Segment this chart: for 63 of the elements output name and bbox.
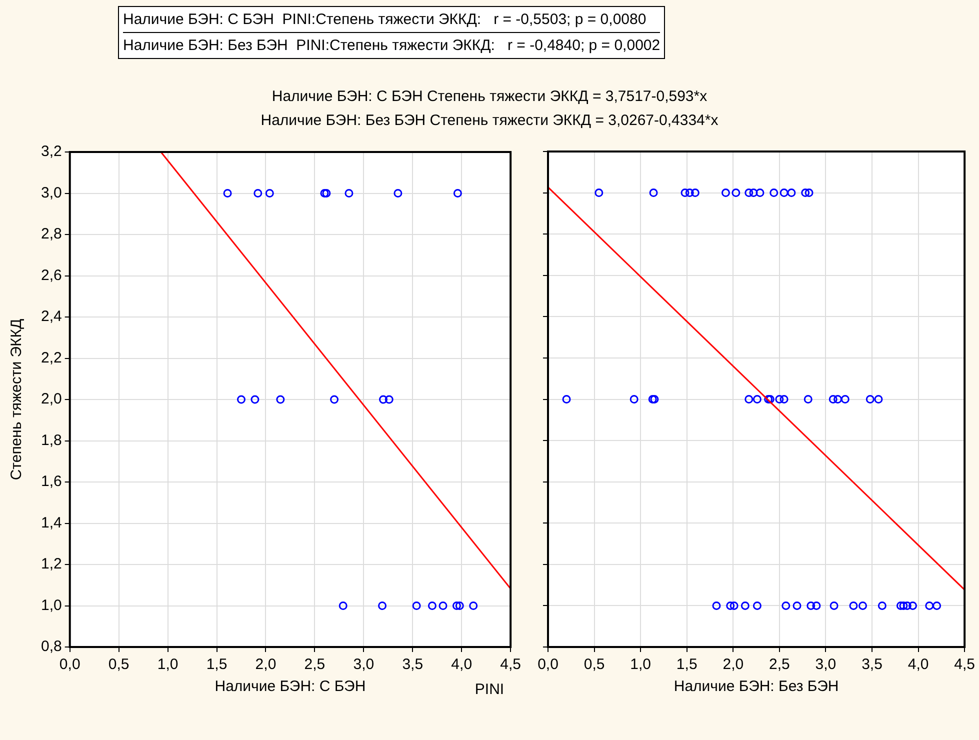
y-tick-label: 1,2: [40, 556, 62, 573]
x-tick-label: 0,5: [584, 656, 605, 674]
point: [378, 602, 387, 610]
y-tick-label: 3,0: [40, 184, 62, 202]
point: [438, 602, 448, 610]
y-tick-label: 1,6: [40, 473, 62, 490]
x-tick-label: 4,5: [954, 656, 976, 674]
point: [452, 602, 461, 610]
x-tick-label: 1,0: [630, 656, 651, 674]
text: Наличие БЭН: С БЭН PINI:Степень тяжести ЭККД: r = -0,5503; p = 0,0080: [123, 10, 648, 30]
y-tick-label: 1,8: [40, 432, 62, 449]
point: [254, 189, 262, 198]
point: [469, 602, 478, 610]
x-axis-title: Наличие БЭН: С БЭН: [214, 678, 366, 696]
point: [379, 395, 388, 404]
y-tick-label: 1,0: [40, 596, 62, 614]
point: [330, 395, 339, 404]
y-tick-label: 1,4: [40, 514, 62, 532]
text: Наличие БЭН: С БЭН Степень тяжести ЭККД = 3,7517-0,593*x: [270, 88, 708, 105]
y-tick-label: 2,4: [40, 308, 62, 326]
x-tick-label: 0,0: [538, 656, 558, 674]
x-tick-label: 1,5: [206, 656, 228, 674]
point: [455, 602, 464, 610]
x-tick-label: 2,0: [722, 656, 744, 674]
text: PINI: [474, 681, 504, 698]
y-axis-title: Степень тяжести ЭККД: [8, 318, 26, 480]
point: [412, 602, 421, 610]
y-tick-label: 2,8: [40, 226, 62, 243]
x-tick-label: 0,5: [108, 656, 130, 674]
y-tick-label: 2,2: [40, 349, 62, 366]
point: [223, 189, 232, 198]
x-tick-label: 3,0: [815, 656, 836, 674]
point: [320, 189, 329, 198]
x-tick-label: 2,5: [769, 656, 790, 674]
text: Наличие БЭН: Без БЭН Степень тяжести ЭККД = 3,0267-0,4334*x: [260, 112, 720, 129]
x-tick-label: 1,0: [157, 656, 178, 674]
point: [265, 189, 274, 198]
y-tick-label: 0,8: [40, 638, 62, 656]
x-tick-label: 2,0: [255, 656, 276, 674]
x-axis-title: Наличие БЭН: Без БЭН: [674, 678, 839, 696]
x-tick-label: 3,5: [862, 656, 882, 674]
x-tick-label: 4,5: [500, 656, 522, 674]
y-tick-label: 2,0: [40, 390, 62, 408]
point: [453, 189, 462, 198]
x-tick-label: 3,5: [402, 656, 424, 674]
point: [338, 602, 348, 610]
point: [250, 395, 260, 404]
y-tick-label: 2,6: [40, 266, 62, 284]
point: [236, 395, 246, 404]
x-tick-label: 2,5: [304, 656, 326, 674]
x-tick-label: 0,0: [59, 656, 80, 674]
point: [344, 189, 354, 198]
x-tick-label: 4,0: [908, 656, 929, 674]
text: Наличие БЭН: Без БЭН PINI:Степень тяжести ЭККД: r = -0,4840; p = 0,0002: [123, 32, 660, 58]
x-tick-label: 4,0: [451, 656, 472, 674]
x-tick-label: 1,5: [676, 656, 698, 674]
point: [394, 189, 402, 198]
x-tick-label: 3,0: [353, 656, 374, 674]
point: [322, 189, 331, 198]
y-tick-label: 3,2: [40, 143, 62, 160]
point: [276, 395, 285, 404]
point: [384, 395, 394, 404]
point: [428, 602, 436, 610]
